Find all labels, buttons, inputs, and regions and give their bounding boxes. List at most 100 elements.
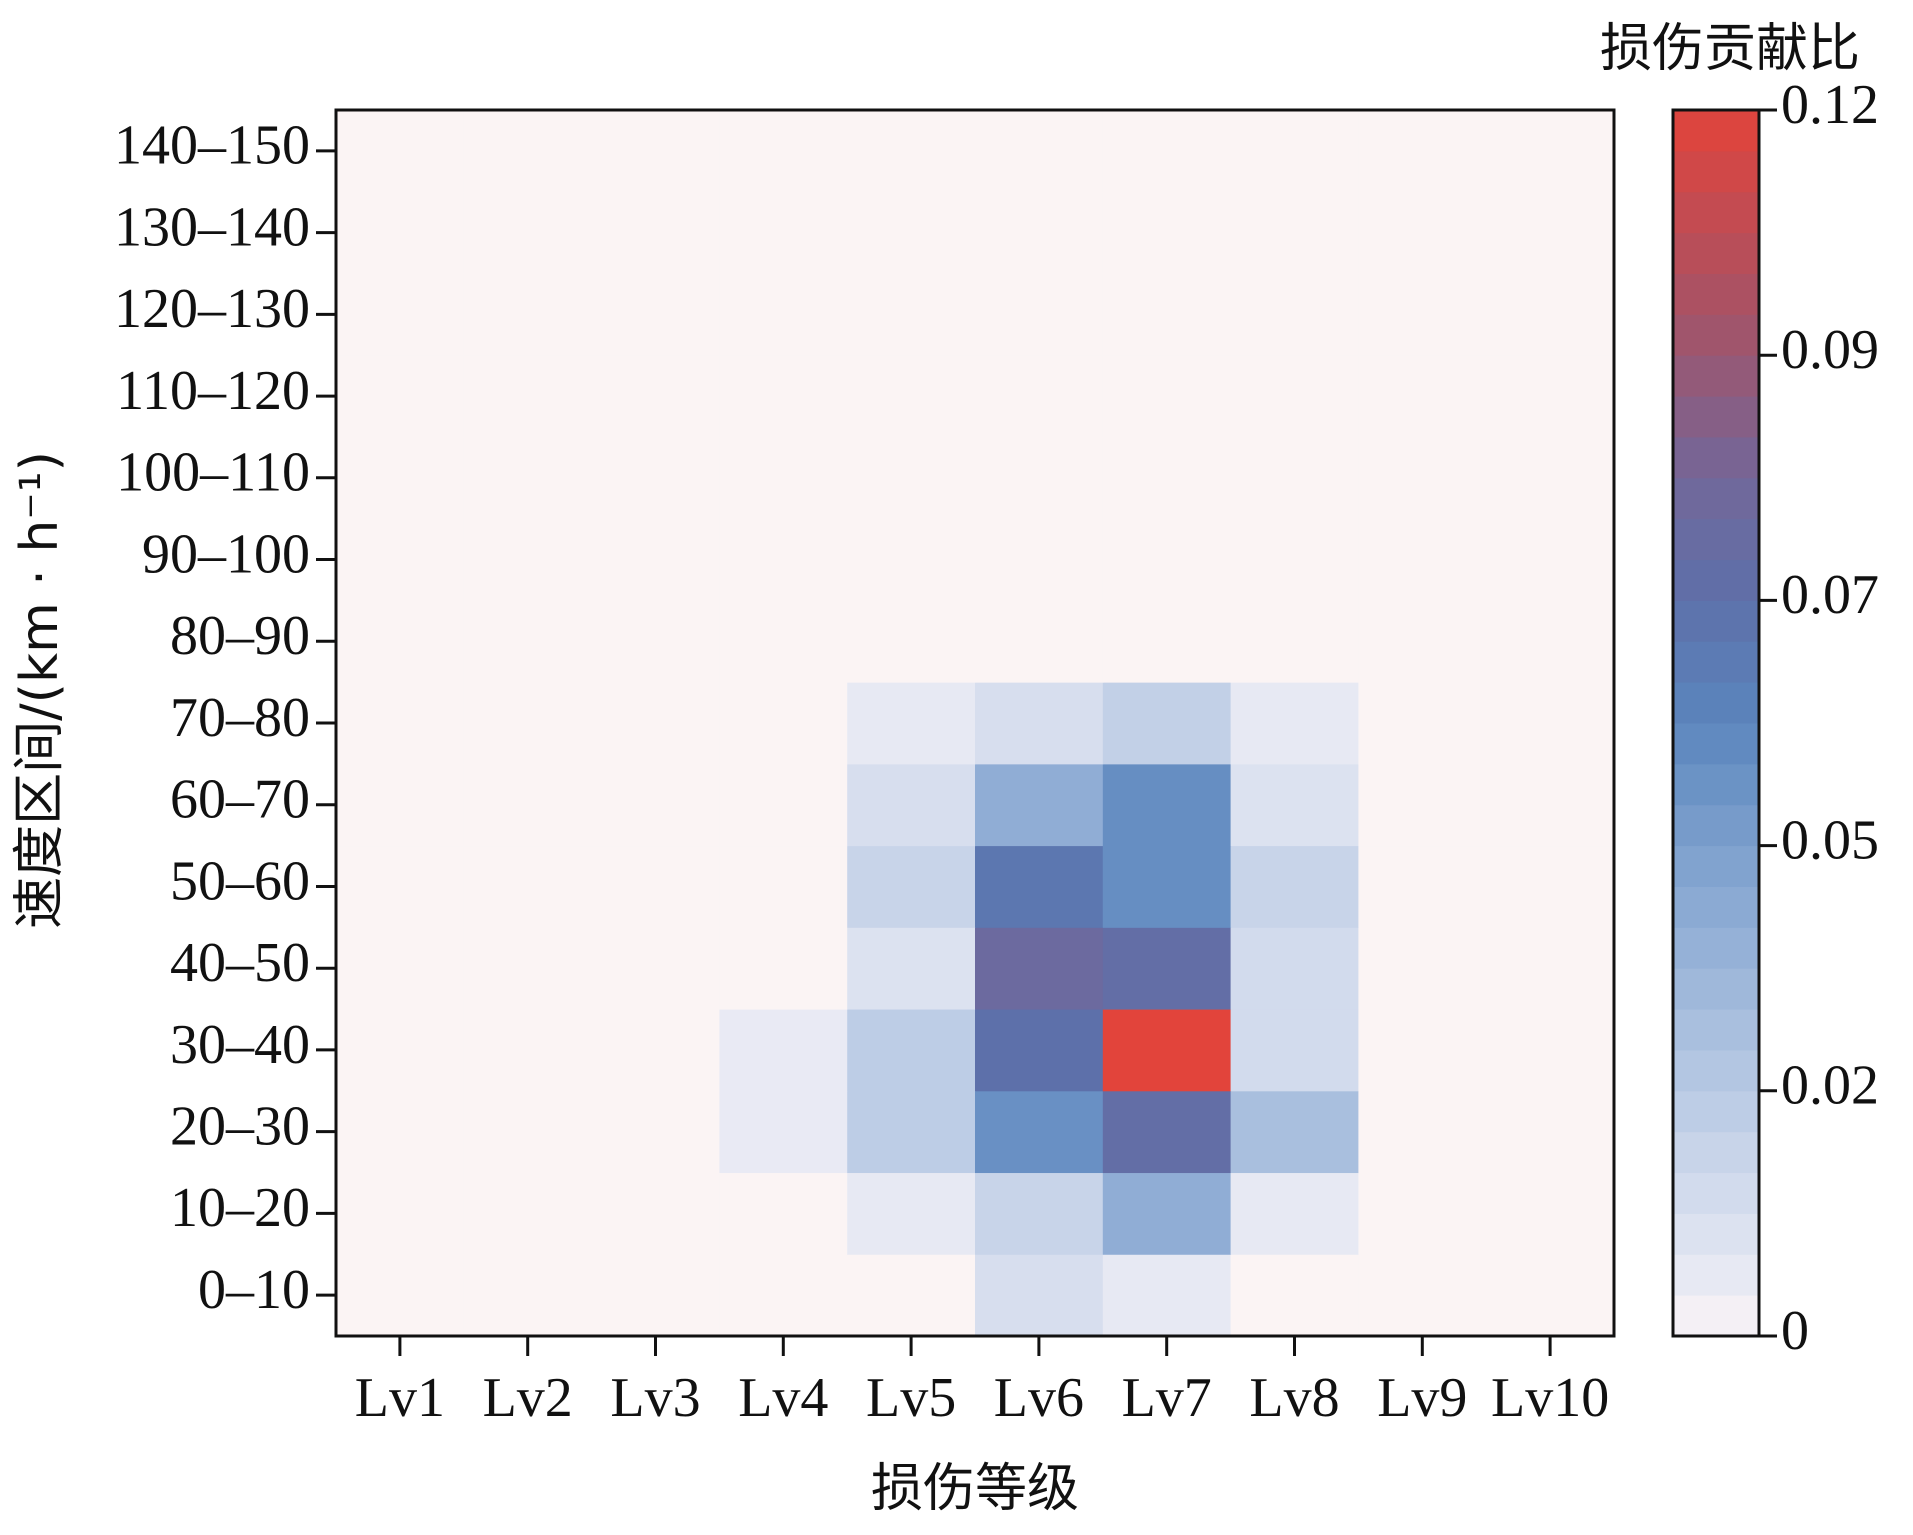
heat-cell (336, 1172, 465, 1255)
colorbar-band (1673, 723, 1759, 765)
heat-cell (1230, 191, 1359, 274)
heat-cell (336, 1090, 465, 1174)
heat-cell (975, 273, 1104, 356)
heat-cell (591, 763, 720, 847)
heat-cell (463, 518, 593, 601)
heat-cell (719, 191, 848, 274)
heat-cell (463, 845, 593, 928)
heat-cell (719, 110, 848, 193)
heat-cell (847, 1254, 976, 1337)
colorbar-tick-label: 0.09 (1781, 319, 1879, 381)
colorbar-title: 损伤贡献比 (1600, 19, 1860, 79)
colorbar-band (1673, 273, 1759, 315)
x-tick-label: Lv8 (1249, 1367, 1339, 1429)
y-tick-label: 140–150 (114, 115, 310, 177)
heat-cell (1486, 682, 1615, 765)
y-tick-label: 50–60 (170, 850, 310, 912)
heat-cell (1358, 1172, 1487, 1255)
heat-cell (847, 191, 976, 274)
heat-cell (1486, 273, 1615, 356)
heat-cell (1486, 436, 1615, 520)
colorbar-tick-label: 0 (1781, 1300, 1809, 1362)
colorbar-band (1673, 559, 1759, 601)
heat-cell (1358, 110, 1487, 193)
colorbar-band (1673, 682, 1759, 724)
heat-cell (336, 927, 465, 1010)
heat-cell (1230, 273, 1359, 356)
colorbar-band (1673, 232, 1759, 274)
colorbar-band (1673, 1131, 1759, 1174)
heat-cell (719, 1254, 848, 1337)
colorbar-band (1673, 886, 1759, 928)
y-tick-label: 100–110 (116, 442, 310, 504)
heat-cell (463, 1090, 593, 1174)
colorbar-band (1673, 191, 1759, 234)
heat-cell (463, 1254, 593, 1337)
heat-cell (719, 436, 848, 520)
heat-cell (719, 1090, 848, 1174)
heat-cell (719, 927, 848, 1010)
heat-cell (463, 763, 593, 847)
heat-cell (847, 273, 976, 356)
heat-cell (975, 682, 1104, 765)
heat-cell (1486, 1090, 1615, 1174)
heat-cell (336, 273, 465, 356)
heat-cell (1230, 436, 1359, 520)
heat-cell (1102, 927, 1232, 1010)
y-tick-label: 130–140 (114, 196, 310, 258)
heat-cell (1358, 518, 1487, 601)
heat-cell (1102, 355, 1232, 438)
colorbar-band (1673, 968, 1759, 1010)
heat-cell (463, 682, 593, 765)
heat-cell (1230, 110, 1359, 193)
heat-cell (1230, 927, 1359, 1010)
y-tick-label: 80–90 (170, 605, 310, 667)
heat-cell (1230, 682, 1359, 765)
heat-cell (463, 273, 593, 356)
y-axis-title: 速度区间/(km · h⁻¹) (10, 451, 70, 929)
heat-cell (847, 763, 976, 847)
heat-cell (847, 110, 976, 193)
colorbar-tick-label: 0.07 (1781, 564, 1879, 626)
x-tick-label: Lv5 (866, 1367, 956, 1429)
heat-cell (719, 273, 848, 356)
colorbar-band (1673, 355, 1759, 397)
heat-cell (1358, 1009, 1487, 1092)
heat-cell (1102, 1009, 1232, 1092)
colorbar-band (1673, 477, 1759, 520)
heat-cell (1358, 763, 1487, 847)
x-tick-label: Lv3 (610, 1367, 700, 1429)
heat-cell (719, 682, 848, 765)
heat-cell (1486, 763, 1615, 847)
heat-cell (1102, 110, 1232, 193)
heat-cell (336, 682, 465, 765)
heat-cell (975, 763, 1104, 847)
colorbar-band (1673, 600, 1759, 642)
heat-cell (1358, 273, 1487, 356)
y-tick-label: 30–40 (170, 1014, 310, 1076)
heat-cell (1230, 763, 1359, 847)
heat-cell (719, 355, 848, 438)
colorbar-band (1673, 804, 1759, 847)
heat-cell (1486, 927, 1615, 1010)
heat-cell (847, 682, 976, 765)
colorbar-band (1673, 436, 1759, 479)
colorbar-band (1673, 1295, 1759, 1337)
heat-cell (591, 682, 720, 765)
colorbar-band (1673, 110, 1759, 152)
x-tick-label: Lv9 (1377, 1367, 1467, 1429)
heat-cell (1358, 355, 1487, 438)
heat-cell (847, 1009, 976, 1092)
x-tick-label: Lv6 (994, 1367, 1084, 1429)
heat-cell (1102, 1172, 1232, 1255)
heat-cell (336, 763, 465, 847)
colorbar-band (1673, 1090, 1759, 1133)
heat-cell (1358, 682, 1487, 765)
heat-cell (463, 191, 593, 274)
heat-cell (847, 518, 976, 601)
colorbar-tick-label: 0.02 (1781, 1055, 1879, 1117)
heat-cell (975, 436, 1104, 520)
x-axis-title: 损伤等级 (871, 1459, 1079, 1519)
heat-cell (1102, 845, 1232, 928)
